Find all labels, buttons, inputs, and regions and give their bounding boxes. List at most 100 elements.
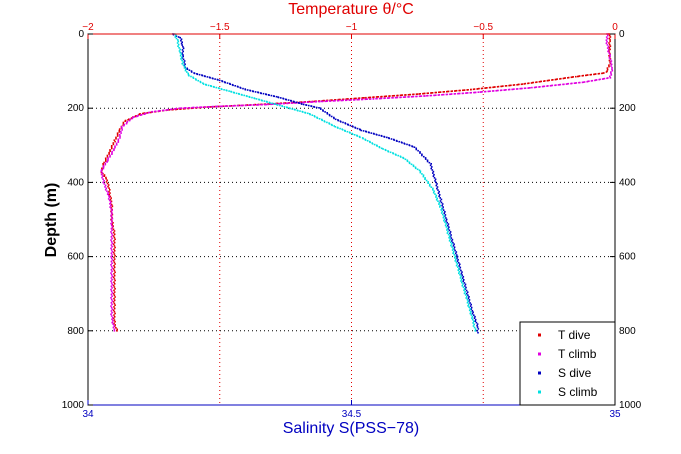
- data-point: [307, 112, 309, 115]
- salinity-tick-label: 35: [609, 409, 621, 420]
- data-point: [470, 91, 472, 94]
- data-point: [349, 132, 351, 134]
- data-point: [512, 88, 514, 91]
- data-point: [539, 86, 541, 88]
- data-point: [165, 109, 168, 111]
- data-point: [474, 315, 476, 318]
- data-point: [462, 283, 464, 285]
- data-point: [148, 111, 151, 114]
- data-point: [221, 105, 224, 107]
- data-point: [392, 97, 394, 99]
- data-point: [111, 321, 113, 324]
- data-point: [373, 143, 376, 146]
- data-point: [345, 99, 348, 101]
- data-point: [423, 155, 425, 158]
- data-point: [365, 96, 367, 99]
- data-point: [207, 106, 209, 108]
- data-point: [497, 85, 500, 88]
- data-point: [536, 81, 538, 83]
- data-point: [111, 221, 113, 223]
- data-point: [207, 106, 210, 108]
- data-point: [114, 238, 116, 241]
- data-point: [257, 91, 260, 94]
- data-point: [111, 295, 113, 297]
- data-point: [547, 79, 550, 82]
- data-point: [356, 98, 359, 101]
- data-point: [287, 99, 290, 101]
- data-point: [238, 104, 241, 107]
- data-point: [574, 82, 577, 84]
- data-point: [419, 95, 422, 97]
- data-point: [342, 121, 344, 124]
- legend-marker: [538, 390, 541, 394]
- data-point: [166, 109, 169, 111]
- data-point: [451, 243, 453, 245]
- data-point: [445, 218, 448, 221]
- data-point: [113, 230, 116, 232]
- data-point: [501, 85, 503, 88]
- data-point: [217, 79, 219, 81]
- data-point: [412, 93, 414, 96]
- data-point: [443, 212, 446, 215]
- data-point: [499, 89, 502, 92]
- data-point: [333, 99, 336, 101]
- data-point: [531, 86, 533, 89]
- data-point: [113, 325, 115, 327]
- data-point: [243, 94, 245, 97]
- data-point: [111, 213, 114, 216]
- data-point: [113, 258, 116, 260]
- data-point: [409, 93, 412, 96]
- data-point: [216, 105, 219, 108]
- data-point: [180, 108, 182, 110]
- data-point: [381, 95, 383, 98]
- data-point: [319, 100, 321, 103]
- data-point: [546, 85, 548, 87]
- data-point: [112, 317, 115, 320]
- data-point: [563, 83, 565, 86]
- data-point: [473, 314, 475, 316]
- data-point: [608, 52, 610, 54]
- data-point: [454, 90, 457, 92]
- data-point: [606, 67, 609, 69]
- data-point: [314, 101, 317, 103]
- data-point: [469, 308, 472, 310]
- data-point: [578, 81, 580, 84]
- data-point: [453, 253, 456, 256]
- data-point: [213, 86, 215, 88]
- data-point: [182, 61, 184, 63]
- data-point: [475, 321, 478, 324]
- data-point: [266, 101, 268, 103]
- data-point: [608, 50, 610, 52]
- data-point: [143, 112, 145, 115]
- data-point: [333, 125, 335, 127]
- data-point: [439, 200, 442, 202]
- data-point: [233, 105, 235, 107]
- data-point: [608, 57, 611, 59]
- data-point: [115, 142, 118, 145]
- data-point: [469, 305, 472, 307]
- data-point: [249, 90, 252, 92]
- data-point: [111, 223, 113, 226]
- data-point: [115, 138, 117, 140]
- data-point: [524, 87, 527, 89]
- data-point: [341, 98, 344, 101]
- data-point: [276, 104, 279, 106]
- data-point: [106, 182, 109, 185]
- data-point: [419, 151, 421, 153]
- data-point: [441, 204, 443, 207]
- data-point: [531, 81, 534, 84]
- data-point: [105, 187, 108, 190]
- data-point: [573, 82, 576, 84]
- data-point: [110, 211, 113, 213]
- data-point: [451, 246, 453, 248]
- temperature-tick-label: −0.5: [473, 22, 493, 33]
- data-point: [112, 231, 115, 234]
- data-point: [342, 98, 345, 101]
- data-point: [208, 106, 211, 108]
- data-point: [510, 84, 512, 87]
- data-point: [473, 326, 476, 329]
- data-point: [258, 99, 261, 101]
- data-point: [455, 258, 457, 261]
- data-point: [131, 117, 134, 120]
- data-point: [378, 97, 381, 100]
